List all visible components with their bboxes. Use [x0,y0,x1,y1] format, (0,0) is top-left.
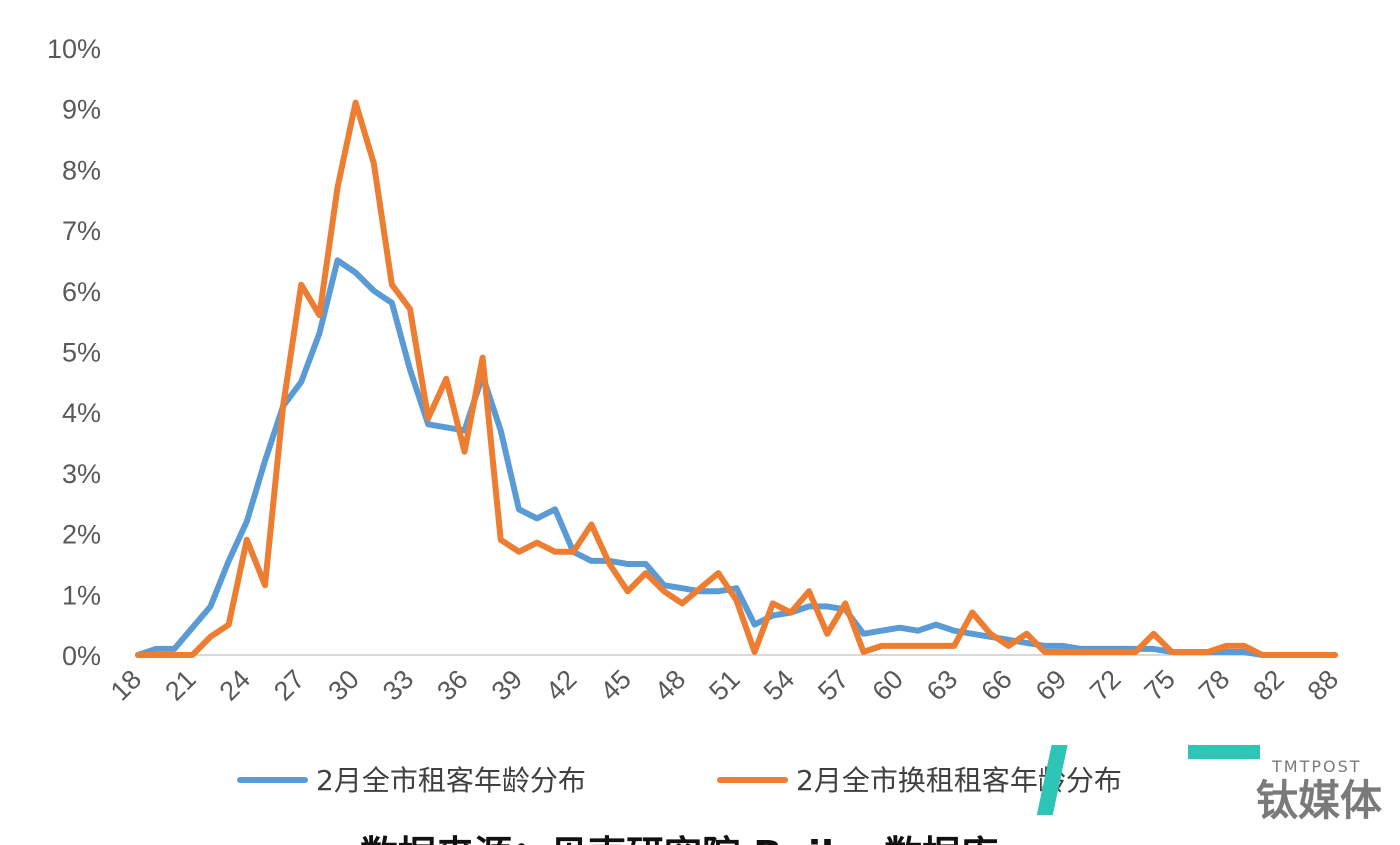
x-tick-label: 57 [812,664,854,706]
x-tick-label: 24 [214,664,256,706]
y-tick-label: 8% [62,155,101,185]
x-tick-label: 72 [1084,664,1126,706]
y-tick-label: 6% [62,277,101,307]
x-tick-label: 88 [1302,664,1344,706]
x-tick-label: 36 [431,664,473,706]
x-tick-label: 45 [595,664,637,706]
x-tick-label: 69 [1030,664,1072,706]
x-tick-label: 39 [486,664,528,706]
x-tick-label: 42 [540,664,582,706]
y-tick-label: 3% [62,459,101,489]
x-tick-label: 21 [159,664,201,706]
y-tick-label: 9% [62,95,101,125]
x-tick-label: 48 [649,664,691,706]
watermark-brand-cn: 钛媒体 [1256,776,1382,825]
x-tick-label: 63 [921,664,963,706]
x-tick-label: 66 [975,664,1017,706]
x-tick-label: 82 [1247,664,1289,706]
chart-caption: 数据来源：贝壳研究院 Beike 数据库 [360,833,998,845]
y-tick-label: 0% [62,641,101,671]
legend-label-series-2: 2月全市换租租客年龄分布 [796,764,1122,797]
y-axis: 0% 1% 2% 3% 4% 5% 6% 7% 8% 9% 10% [47,34,101,671]
y-tick-label: 2% [62,520,101,550]
x-tick-label: 54 [758,664,800,706]
y-tick-label: 4% [62,398,101,428]
legend-label-series-1: 2月全市租客年龄分布 [316,764,586,797]
x-tick-label: 27 [268,664,310,706]
y-tick-label: 10% [47,34,101,64]
x-tick-label: 78 [1193,664,1235,706]
x-tick-label: 51 [703,664,745,706]
y-tick-label: 1% [62,580,101,610]
x-tick-label: 30 [322,664,364,706]
watermark: TMTPOST 钛媒体 [1036,745,1382,825]
tmtpost-logo-icon [1036,745,1260,815]
y-tick-label: 5% [62,338,101,368]
series-line-2 [135,99,1338,658]
watermark-brand-latin: TMTPOST [1271,757,1362,776]
legend-item-series-1: 2月全市租客年龄分布 [237,764,586,797]
legend: 2月全市租客年龄分布 2月全市换租租客年龄分布 [237,764,1122,797]
series-lines [135,99,1338,658]
y-tick-label: 7% [62,216,101,246]
legend-item-series-2: 2月全市换租租客年龄分布 [717,764,1122,797]
x-tick-label: 33 [377,664,419,706]
x-tick-label: 75 [1139,664,1181,706]
x-tick-label: 60 [867,664,909,706]
x-axis: 18 21 24 27 30 33 36 39 42 45 48 51 54 57 60 63 66 69 72 75… [105,654,1344,707]
x-tick-label: 18 [105,664,147,706]
